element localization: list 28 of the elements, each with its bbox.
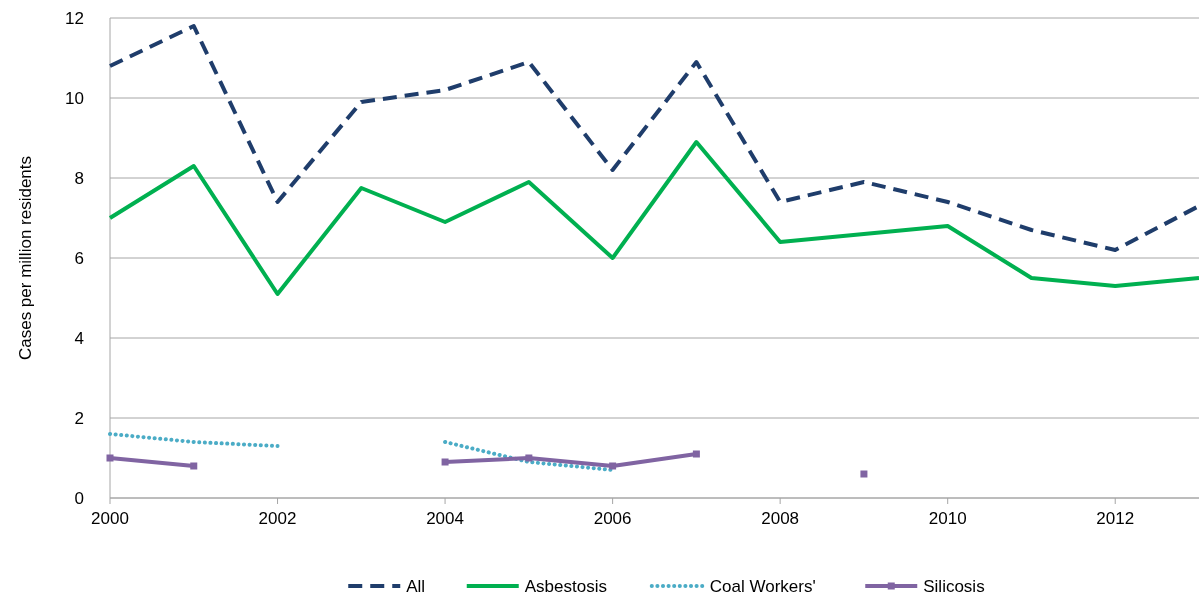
point	[190, 462, 198, 470]
x-tick-label: 2000	[91, 509, 129, 528]
x-tick-label: 2002	[258, 509, 297, 528]
x-tick-label: 2008	[761, 509, 800, 528]
x-tick-label: 2004	[426, 509, 464, 528]
y-tick-label: 4	[74, 329, 84, 348]
y-tick-label: 12	[65, 9, 84, 28]
point	[692, 450, 700, 458]
y-tick-label: 6	[74, 249, 84, 268]
y-tick-label: 8	[74, 169, 84, 188]
point	[106, 454, 114, 462]
line-series	[108, 24, 1199, 252]
legend-label: All	[406, 577, 426, 596]
y-tick-label: 10	[65, 89, 84, 108]
legend-label: Silicosis	[923, 577, 985, 596]
x-tick-label: 2012	[1096, 509, 1135, 528]
point	[525, 454, 533, 462]
point	[609, 462, 617, 470]
point	[860, 470, 868, 478]
y-axis-title: Cases per million residents	[16, 155, 35, 361]
y-tick-label: 2	[74, 409, 84, 428]
y-tick-label: 0	[74, 489, 84, 508]
line-series	[108, 140, 1199, 296]
x-tick-label: 2006	[593, 509, 632, 528]
legend-label: Asbestosis	[524, 577, 607, 596]
point	[441, 458, 449, 466]
legend-label: Coal Workers'	[709, 577, 816, 596]
x-tick-label: 2010	[928, 509, 967, 528]
